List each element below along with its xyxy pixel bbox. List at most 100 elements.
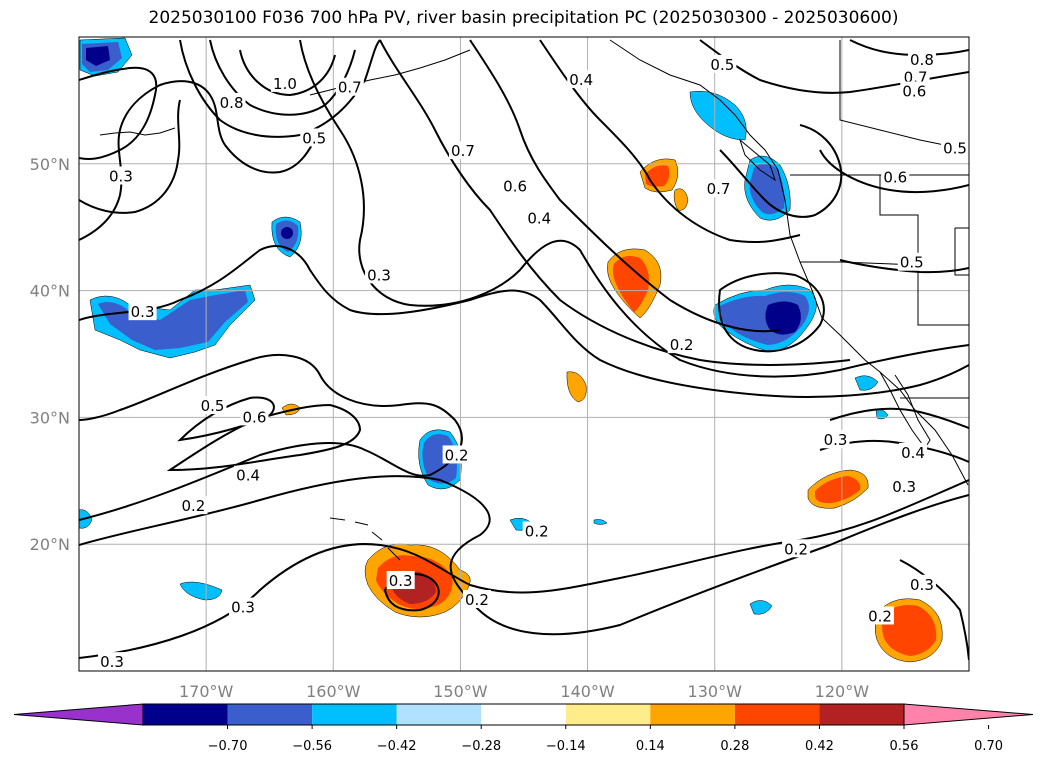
lon-tick-label: 140°W [560,682,615,701]
contour-label: 0.5 [302,129,326,147]
contour-label-bg [708,54,737,73]
contour-label-bg [335,77,364,96]
contour-label: 0.5 [900,254,924,272]
contour-label-bg [901,67,930,86]
pv-contour-5 [177,396,275,442]
state-border-d [879,175,919,265]
contour-label: 0.5 [201,397,225,415]
colorbar-tick-label: 0.42 [805,739,834,754]
pv-contour-22 [829,407,969,429]
contour-label: 0.3 [100,653,124,671]
anomaly-region-alaska-panhandle [689,91,747,141]
contour-label-bg [270,73,299,92]
anomaly-region-west-north-pacific-deep [281,227,293,239]
contour-label: 0.6 [503,178,527,196]
contour-label-bg [782,539,811,558]
lat-tick-label: 20°N [30,535,70,554]
contour-label: 0.3 [131,303,155,321]
lon-tick-label: 160°W [306,682,361,701]
pv-contour-9 [469,39,781,333]
pv-contour-12 [179,39,381,138]
contour-label-bg [98,652,127,671]
anomaly-region-pacific-northwest-negative-core [749,163,785,215]
pv-contour-20 [718,272,825,353]
coastline-alaska-peninsula [309,49,471,96]
contour-label: 0.2 [465,591,489,609]
anomaly-region-small-negative-c [749,600,773,615]
contour-label: 0.5 [710,56,734,74]
anomaly-region-small-negative-d [854,375,879,391]
contour-label-bg [128,302,157,321]
lat-tick-label: 30°N [30,408,70,427]
pv-contour-11 [79,80,321,241]
colorbar-segment [819,704,904,725]
contour-label-bg [890,477,919,496]
contour-label-bg [442,445,471,464]
colorbar-segment [734,704,820,725]
anomaly-region-northeast-pacific-positive-core [612,256,649,312]
contour-label-bg [941,138,969,157]
contour-label-bg [881,167,910,186]
contour-label: 0.3 [109,167,133,185]
colorbar-segment [650,704,735,725]
contour-label: 0.6 [243,408,267,426]
colorbar-tick-label: −0.28 [461,739,501,754]
lon-tick-label: 170°W [179,682,234,701]
graticule-grid [79,37,969,671]
contour-label-bg [899,442,928,461]
colorbar-tick-label: −0.14 [546,739,586,754]
contour-label-bg [667,335,696,354]
pv-contour-19 [719,124,843,218]
colorbar-tick-label: 0.28 [720,739,749,754]
anomaly-region-small-negative-g [593,519,608,525]
contour-label-bg [240,407,269,426]
pv-contour-25 [79,66,158,160]
contour-label: 0.3 [367,266,391,284]
contour-label: 0.4 [569,71,593,89]
contour-label: 0.3 [824,431,848,449]
contour-label-bg [229,597,258,616]
contour-label: 0.2 [670,336,694,354]
contour-label-bg [217,92,246,111]
colorbar-segment [396,704,482,725]
colorbar-segment [481,704,566,725]
pv-contour-18 [839,259,969,274]
pv-contour-7 [299,39,969,378]
anomaly-region-central-pacific-positive [566,371,587,403]
state-border-e [954,227,969,276]
contour-label-bg [501,176,530,195]
contour-label: 0.7 [338,79,362,97]
anomaly-region-bering-negative-deep [86,46,110,66]
contour-label: 0.2 [784,540,808,558]
pv-contour-10 [539,39,801,244]
pv-contour-14 [239,49,336,97]
contour-label: 0.6 [902,83,926,101]
contour-label: 1.0 [273,75,297,93]
contour-label: 0.3 [910,576,934,594]
contour-label-bg [106,166,135,185]
pv-contour-23 [899,559,969,661]
colorbar-segment [565,704,651,725]
contour-label-layer: 0.30.51.0 0.70.80.30.30.70.60.40.40.50.70… [98,49,969,671]
contour-label-bg [900,81,929,100]
colorbar-segment [227,704,313,725]
contour-label: 0.2 [525,523,549,541]
coastline-hawaii [329,517,401,561]
colorbar-tick-label: −0.42 [377,739,417,754]
contour-label-bg [907,49,936,68]
longitude-axis: 170°W 160°W 150°W 140°W 130°W 120°W [179,682,869,701]
chart-title: 2025030100 F036 700 hPa PV, river basin … [148,8,899,28]
map-frame [78,36,970,672]
anomaly-region-california-negative-deep [765,301,801,335]
colorbar-tick-labels: −0.70 −0.56 −0.42 −0.28 −0.14 0.14 0.28 0.42 0.5… [208,725,1003,754]
coastline-north-america [609,39,969,486]
coastline-aleutians [99,127,176,136]
lon-tick-label: 150°W [433,682,488,701]
contour-label: 0.3 [389,572,413,590]
colorbar-frame [142,703,905,726]
lat-tick-label: 40°N [30,282,70,301]
contour-label-bg [897,252,926,271]
colorbar-tick-label: 0.14 [636,739,665,754]
contour-label: 0.6 [883,169,907,187]
